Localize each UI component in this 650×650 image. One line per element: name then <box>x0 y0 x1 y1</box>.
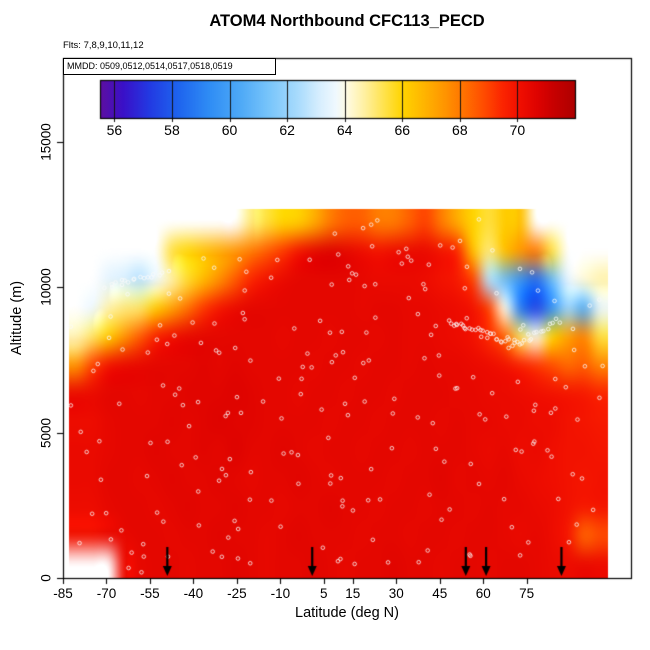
x-tick-label: 60 <box>475 586 491 601</box>
x-tick-label: -25 <box>227 586 247 601</box>
y-tick-label: 5000 <box>38 417 54 448</box>
colorbar-tick-label: 62 <box>279 122 295 138</box>
x-tick-label: -55 <box>140 586 160 601</box>
colorbar-tick-label: 56 <box>106 122 123 138</box>
flights-label: Flts: 7,8,9,10,11,12 <box>63 40 144 51</box>
y-tick-label: 15000 <box>38 123 54 162</box>
x-tick-label: -70 <box>96 586 117 601</box>
colorbar-tick-label: 60 <box>221 122 238 138</box>
x-tick-label: 15 <box>345 586 361 601</box>
x-tick-label: -85 <box>53 586 73 601</box>
x-tick-label: 75 <box>519 586 535 601</box>
y-axis-label: Altitude (m) <box>9 280 25 356</box>
colorbar-tick-label: 64 <box>336 122 353 138</box>
x-axis-label: Latitude (deg N) <box>295 605 399 621</box>
colorbar-tick-label: 70 <box>509 122 526 138</box>
x-tick-label: -40 <box>183 586 204 601</box>
x-tick-label: 45 <box>432 586 448 601</box>
colorbar-tick-label: 66 <box>394 122 411 138</box>
y-tick-label: 0 <box>38 574 54 582</box>
mmdd-label: MMDD: 0509,0512,0514,0517,0518,0519 <box>63 58 276 75</box>
colorbar-tick-label: 68 <box>452 122 468 138</box>
colorbar-tick-label: 58 <box>164 122 180 138</box>
y-tick-label: 10000 <box>38 268 54 307</box>
x-tick-label: 5 <box>320 586 328 601</box>
x-tick-label: 30 <box>388 586 404 601</box>
chart-title: ATOM4 Northbound CFC113_PECD <box>209 12 485 30</box>
x-tick-label: -10 <box>270 586 291 601</box>
